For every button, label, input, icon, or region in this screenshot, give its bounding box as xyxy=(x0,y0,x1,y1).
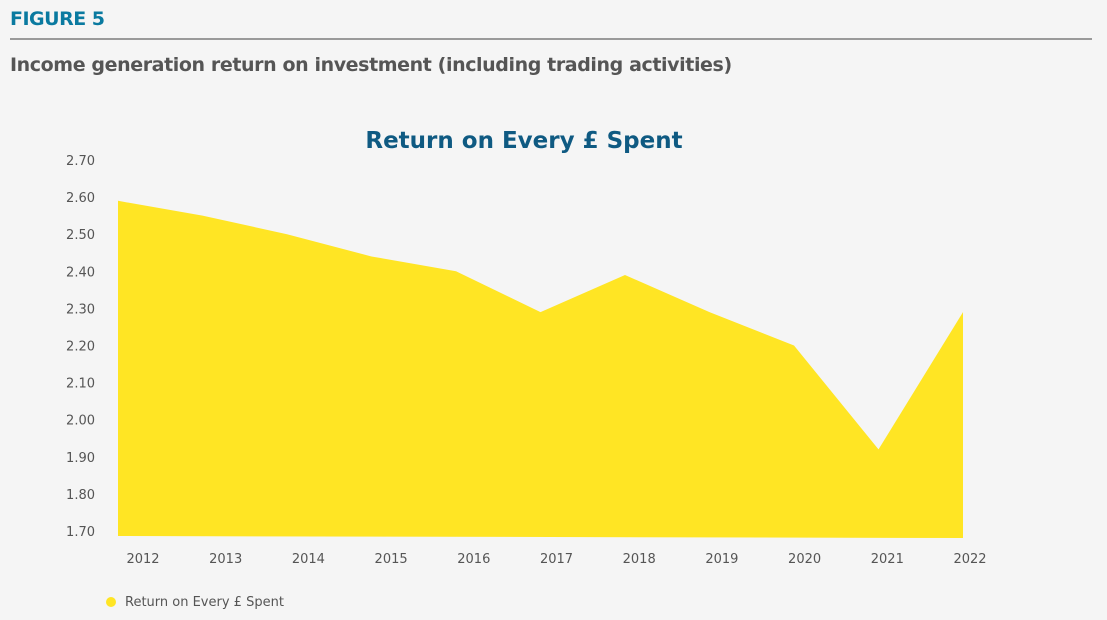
x-tick-label: 2014 xyxy=(292,552,325,567)
x-tick-label: 2021 xyxy=(871,552,904,567)
series-area xyxy=(117,200,964,538)
y-tick-label: 2.40 xyxy=(66,265,95,280)
y-tick-label: 1.90 xyxy=(66,451,95,466)
x-tick-label: 2017 xyxy=(540,552,573,567)
y-axis: 2.70 2.60 2.50 2.40 2.30 2.20 2.10 2.00 1.90 1.80… xyxy=(66,154,95,540)
y-tick-label: 2.70 xyxy=(66,154,95,169)
y-tick-label: 2.10 xyxy=(66,377,95,392)
y-tick-label: 1.70 xyxy=(66,525,95,540)
header-divider xyxy=(10,38,1092,40)
x-tick-label: 2020 xyxy=(788,552,821,567)
legend-swatch xyxy=(106,597,116,607)
legend: Return on Every £ Spent xyxy=(106,595,284,610)
area-series-fill xyxy=(118,200,963,538)
x-tick-label: 2018 xyxy=(623,552,656,567)
legend-label: Return on Every £ Spent xyxy=(125,595,284,610)
x-tick-label: 2022 xyxy=(953,552,986,567)
figure-subtitle: Income generation return on investment (… xyxy=(10,54,732,76)
y-tick-label: 2.50 xyxy=(66,228,95,243)
x-tick-label: 2015 xyxy=(375,552,408,567)
y-tick-label: 2.00 xyxy=(66,414,95,429)
y-tick-label: 2.60 xyxy=(66,191,95,206)
y-tick-label: 1.80 xyxy=(66,488,95,503)
x-tick-label: 2016 xyxy=(457,552,490,567)
y-tick-label: 2.30 xyxy=(66,302,95,317)
chart-title: Return on Every £ Spent xyxy=(365,128,682,154)
figure-label: FIGURE 5 xyxy=(10,8,105,30)
x-tick-label: 2019 xyxy=(705,552,738,567)
x-tick-label: 2012 xyxy=(126,552,159,567)
y-tick-label: 2.20 xyxy=(66,340,95,355)
x-axis: 2012 2013 2014 2015 2016 2017 2018 2019 2020 2021… xyxy=(126,552,986,567)
x-tick-label: 2013 xyxy=(209,552,242,567)
